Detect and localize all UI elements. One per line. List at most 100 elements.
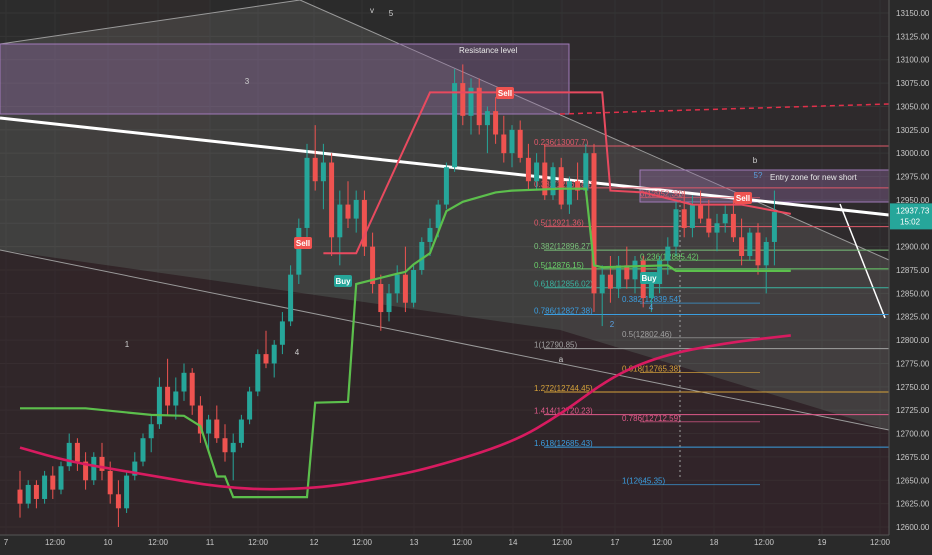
candle-body — [558, 167, 564, 205]
candle-body — [427, 227, 433, 242]
signal-badge — [640, 272, 658, 284]
candle-body — [74, 442, 80, 462]
candle-body — [304, 157, 310, 228]
candle-body — [591, 153, 597, 294]
signal-badge — [334, 275, 352, 287]
price-tick-label: 13075.00 — [896, 79, 930, 88]
fib-level-label: 0.5(12876.15) — [534, 261, 584, 270]
candle-body — [320, 162, 326, 182]
candle-body — [271, 344, 277, 364]
candle-body — [484, 111, 490, 126]
candle-body — [181, 372, 187, 392]
signal-badge — [734, 192, 752, 204]
price-tick-label: 12700.00 — [896, 430, 930, 439]
candle-body — [386, 293, 392, 313]
price-tick-label: 13125.00 — [896, 32, 930, 41]
candle-body — [607, 274, 613, 289]
channel-lower-shade — [0, 250, 889, 555]
candle-body — [714, 223, 720, 233]
candle-body — [509, 129, 515, 154]
candle-body — [263, 354, 269, 364]
price-tick-label: 12875.00 — [896, 266, 930, 275]
candle-body — [17, 489, 23, 504]
candle-body — [33, 484, 39, 499]
price-tick-label: 12950.00 — [896, 196, 930, 205]
candle-body — [353, 199, 359, 219]
signal-label: Sell — [736, 194, 750, 203]
time-tick-label: 11 — [206, 538, 215, 547]
candle-body — [107, 470, 113, 495]
candle-body — [542, 162, 548, 196]
fib-right-label: 0(12952.38) — [640, 190, 683, 199]
candle-body — [476, 87, 482, 126]
candle-body — [288, 274, 294, 322]
candle-body — [665, 246, 671, 261]
candle-body — [42, 475, 48, 499]
wave-label: 4 — [649, 303, 654, 312]
candle-body — [517, 129, 523, 158]
candle-body — [132, 461, 138, 476]
time-tick-label: 7 — [4, 538, 9, 547]
moving-average-line — [19, 334, 791, 491]
candle-body — [419, 241, 425, 270]
candle-body — [91, 456, 97, 481]
candle-body — [550, 167, 556, 196]
candle-body — [739, 237, 745, 256]
fib-right-label: 0.618(12765.38) — [622, 364, 681, 373]
wave-label: a — [559, 355, 564, 364]
signal-label: Sell — [296, 239, 310, 248]
candle-body — [312, 157, 318, 182]
time-tick-label: 19 — [818, 538, 827, 547]
candle-body — [247, 391, 253, 420]
candle-body — [173, 391, 179, 406]
candle-body — [599, 274, 605, 294]
price-tick-label: 12725.00 — [896, 406, 930, 415]
candle-body — [361, 199, 367, 247]
candle-body — [394, 274, 400, 294]
candle-body — [681, 209, 687, 228]
price-tick-label: 12625.00 — [896, 500, 930, 509]
channel-top-line — [299, 0, 890, 261]
candle-body — [730, 213, 736, 238]
time-tick-label: 14 — [509, 538, 518, 547]
price-tick-label: 12600.00 — [896, 523, 930, 532]
supertrend-green-line — [20, 187, 791, 499]
signal-badge — [294, 237, 312, 249]
price-tick-label: 12775.00 — [896, 359, 930, 368]
candle-body — [25, 484, 31, 504]
candle-body — [566, 181, 572, 205]
candle-body — [378, 284, 384, 313]
fib-level-label: 1(12790.85) — [534, 341, 577, 350]
candle-body — [411, 270, 417, 303]
candle-body — [140, 438, 146, 462]
last-price-label: 12937.73 — [896, 206, 930, 215]
candle-body — [402, 274, 408, 303]
candle-body — [296, 227, 302, 275]
price-tick-label: 12825.00 — [896, 313, 930, 322]
signal-label: Buy — [335, 277, 351, 286]
time-tick-label: 12:00 — [352, 538, 373, 547]
wave-label: 1 — [125, 340, 130, 349]
candle-body — [189, 372, 195, 406]
candle-body — [99, 456, 105, 471]
candle-body — [329, 162, 335, 238]
fib-level-label: 0.382(12896.27) — [534, 242, 593, 251]
candle-body — [771, 212, 777, 242]
candle-body — [616, 265, 622, 289]
time-tick-label: 12:00 — [652, 538, 673, 547]
candle-body — [124, 475, 130, 509]
candle-body — [755, 232, 761, 266]
annotations: Resistance level Entry zone for new short… — [125, 6, 858, 364]
time-tick-label: 10 — [104, 538, 113, 547]
fib-level-label: 1.618(12685.43) — [534, 439, 593, 448]
candle-body — [493, 111, 499, 135]
countdown-label: 15:02 — [900, 217, 921, 226]
candle-body — [230, 442, 236, 453]
candle-body — [206, 419, 212, 434]
time-tick-label: 12:00 — [552, 538, 573, 547]
candle-body — [583, 153, 589, 191]
candle-body — [763, 241, 769, 266]
